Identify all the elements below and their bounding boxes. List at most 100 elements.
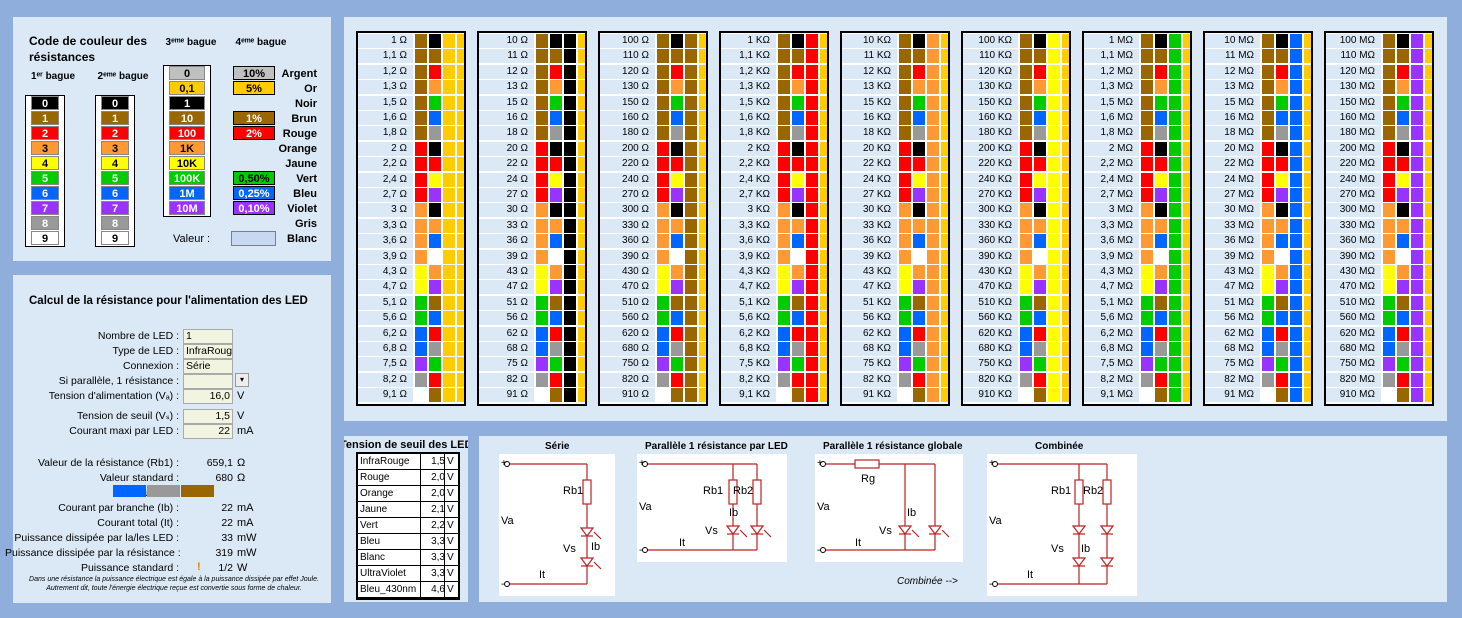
table-row[interactable]: 330 MΩ — [1326, 218, 1432, 234]
table-row[interactable]: 2,7 Ω — [358, 188, 464, 203]
table-row[interactable]: 1,2 Ω — [358, 64, 464, 80]
mult-cell[interactable]: 1M — [169, 186, 205, 200]
tolerance-cell[interactable]: 5% — [233, 81, 275, 95]
table-row[interactable]: 130 MΩ — [1326, 80, 1432, 95]
table-row[interactable]: 33 KΩ — [842, 218, 948, 234]
table-row[interactable]: 1 MΩ — [1084, 34, 1190, 49]
digit-cell[interactable]: 8 — [31, 216, 59, 230]
table-row[interactable]: 1,6 KΩ — [721, 111, 827, 126]
digit-cell[interactable]: 2 — [101, 126, 129, 140]
table-row[interactable]: 5,6 Ω — [358, 311, 464, 326]
table-row[interactable]: 620 Ω — [600, 326, 706, 342]
table-row[interactable]: 20 Ω — [479, 141, 585, 157]
table-row[interactable]: 100 MΩ — [1326, 34, 1432, 49]
seuil-row[interactable]: Bleu_430nm 4,6 V — [358, 582, 458, 598]
tolerance-cell[interactable]: 1% — [233, 111, 275, 125]
table-row[interactable]: 47 MΩ — [1205, 280, 1311, 295]
led-field-input[interactable]: 1,5 — [183, 409, 233, 424]
table-row[interactable]: 68 Ω — [479, 342, 585, 357]
table-row[interactable]: 150 Ω — [600, 95, 706, 111]
table-row[interactable]: 47 Ω — [479, 280, 585, 295]
table-row[interactable]: 240 Ω — [600, 172, 706, 188]
tolerance-cell[interactable]: 0,50% — [233, 171, 275, 185]
table-row[interactable]: 82 Ω — [479, 372, 585, 388]
table-row[interactable]: 9,1 KΩ — [721, 388, 827, 403]
table-row[interactable]: 390 MΩ — [1326, 249, 1432, 265]
table-row[interactable]: 5,6 KΩ — [721, 311, 827, 326]
led-field-input[interactable]: Série — [183, 359, 233, 374]
table-row[interactable]: 3,3 Ω — [358, 218, 464, 234]
table-row[interactable]: 120 KΩ — [963, 64, 1069, 80]
table-row[interactable]: 130 Ω — [600, 80, 706, 95]
table-row[interactable]: 30 Ω — [479, 203, 585, 218]
table-row[interactable]: 11 Ω — [479, 49, 585, 64]
table-row[interactable]: 3,9 KΩ — [721, 249, 827, 265]
table-row[interactable]: 8,2 KΩ — [721, 372, 827, 388]
table-row[interactable]: 7,5 Ω — [358, 357, 464, 372]
table-row[interactable]: 560 Ω — [600, 311, 706, 326]
table-row[interactable]: 11 MΩ — [1205, 49, 1311, 64]
table-row[interactable]: 43 MΩ — [1205, 265, 1311, 280]
table-row[interactable]: 68 KΩ — [842, 342, 948, 357]
table-row[interactable]: 8,2 MΩ — [1084, 372, 1190, 388]
table-row[interactable]: 4,7 KΩ — [721, 280, 827, 295]
table-row[interactable]: 43 KΩ — [842, 265, 948, 280]
table-row[interactable]: 750 Ω — [600, 357, 706, 372]
table-row[interactable]: 130 KΩ — [963, 80, 1069, 95]
table-row[interactable]: 510 MΩ — [1326, 295, 1432, 311]
table-row[interactable]: 51 MΩ — [1205, 295, 1311, 311]
mult-cell[interactable]: 1 — [169, 96, 205, 110]
tolerance-cell[interactable]: 2% — [233, 126, 275, 140]
table-row[interactable]: 68 MΩ — [1205, 342, 1311, 357]
table-row[interactable]: 7,5 MΩ — [1084, 357, 1190, 372]
table-row[interactable]: 43 Ω — [479, 265, 585, 280]
table-row[interactable]: 1,8 MΩ — [1084, 126, 1190, 141]
table-row[interactable]: 15 KΩ — [842, 95, 948, 111]
table-row[interactable]: 51 KΩ — [842, 295, 948, 311]
table-row[interactable]: 56 MΩ — [1205, 311, 1311, 326]
mult-cell[interactable]: 100K — [169, 171, 205, 185]
table-row[interactable]: 3,9 MΩ — [1084, 249, 1190, 265]
table-row[interactable]: 820 KΩ — [963, 372, 1069, 388]
table-row[interactable]: 120 Ω — [600, 64, 706, 80]
table-row[interactable]: 470 KΩ — [963, 280, 1069, 295]
table-row[interactable]: 910 KΩ — [963, 388, 1069, 403]
tolerance-cell[interactable]: 0,25% — [233, 186, 275, 200]
digit-cell[interactable]: 7 — [31, 201, 59, 215]
table-row[interactable]: 13 MΩ — [1205, 80, 1311, 95]
table-row[interactable]: 15 Ω — [479, 95, 585, 111]
table-row[interactable]: 510 Ω — [600, 295, 706, 311]
table-row[interactable]: 1,6 Ω — [358, 111, 464, 126]
table-row[interactable]: 33 MΩ — [1205, 218, 1311, 234]
table-row[interactable]: 47 KΩ — [842, 280, 948, 295]
table-row[interactable]: 470 MΩ — [1326, 280, 1432, 295]
led-field-input[interactable]: 1 — [183, 329, 233, 344]
led-field-input[interactable]: 22 — [183, 424, 233, 439]
table-row[interactable]: 2 Ω — [358, 141, 464, 157]
table-row[interactable]: 110 Ω — [600, 49, 706, 64]
table-row[interactable]: 1 Ω — [358, 34, 464, 49]
table-row[interactable]: 1,8 KΩ — [721, 126, 827, 141]
table-row[interactable]: 270 KΩ — [963, 188, 1069, 203]
table-row[interactable]: 4,7 MΩ — [1084, 280, 1190, 295]
table-row[interactable]: 330 KΩ — [963, 218, 1069, 234]
table-row[interactable]: 360 Ω — [600, 234, 706, 249]
digit-cell[interactable]: 4 — [31, 156, 59, 170]
table-row[interactable]: 3 MΩ — [1084, 203, 1190, 218]
table-row[interactable]: 82 MΩ — [1205, 372, 1311, 388]
table-row[interactable]: 360 KΩ — [963, 234, 1069, 249]
table-row[interactable]: 20 MΩ — [1205, 141, 1311, 157]
table-row[interactable]: 1,3 KΩ — [721, 80, 827, 95]
table-row[interactable]: 12 KΩ — [842, 64, 948, 80]
table-row[interactable]: 12 MΩ — [1205, 64, 1311, 80]
table-row[interactable]: 5,1 KΩ — [721, 295, 827, 311]
table-row[interactable]: 3,6 MΩ — [1084, 234, 1190, 249]
table-row[interactable]: 6,8 MΩ — [1084, 342, 1190, 357]
table-row[interactable]: 510 KΩ — [963, 295, 1069, 311]
seuil-row[interactable]: InfraRouge 1,5 V — [358, 454, 458, 470]
table-row[interactable]: 22 MΩ — [1205, 157, 1311, 172]
table-row[interactable]: 150 KΩ — [963, 95, 1069, 111]
table-row[interactable]: 160 Ω — [600, 111, 706, 126]
table-row[interactable]: 18 MΩ — [1205, 126, 1311, 141]
table-row[interactable]: 30 MΩ — [1205, 203, 1311, 218]
